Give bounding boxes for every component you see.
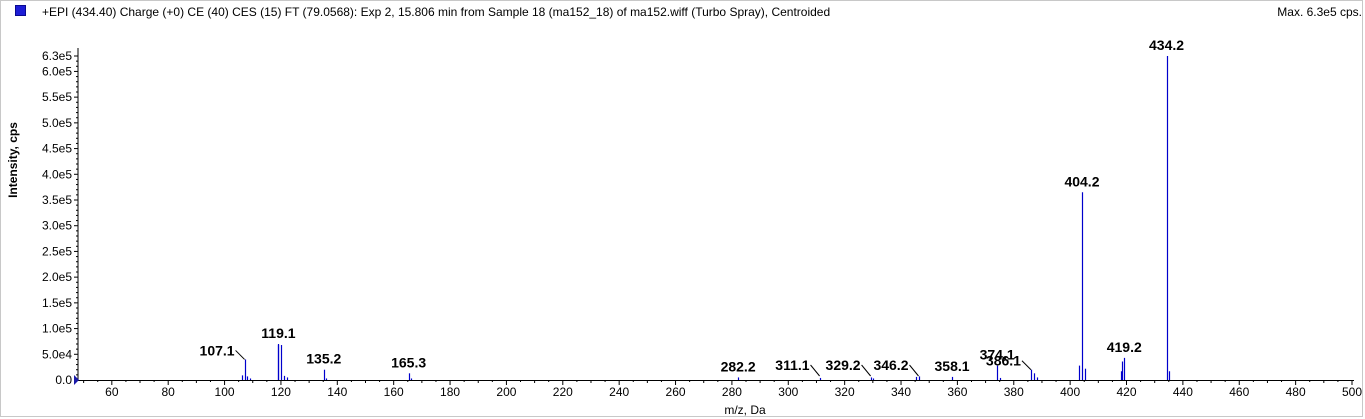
x-tick-label: 80 <box>162 385 176 399</box>
peak-label-leader <box>235 350 245 360</box>
peak-label: 346.2 <box>873 357 908 373</box>
x-tick-label: 340 <box>891 385 911 399</box>
y-tick-label: 1.5e5 <box>42 296 72 310</box>
y-tick-label: 6.0e5 <box>42 64 72 78</box>
x-tick-label: 460 <box>1229 385 1249 399</box>
y-tick-label: 2.0e5 <box>42 270 72 284</box>
x-tick-label: 260 <box>666 385 686 399</box>
x-tick-label: 360 <box>947 385 967 399</box>
peak-label-leader <box>810 364 820 377</box>
y-tick-label: 2.5e5 <box>42 244 72 258</box>
y-tick-label: 4.0e5 <box>42 167 72 181</box>
x-tick-label: 400 <box>1060 385 1080 399</box>
x-tick-label: 160 <box>384 385 404 399</box>
peak-label-leader <box>1021 360 1032 371</box>
y-tick-label: 6.3e5 <box>42 49 72 63</box>
y-tick-label: 5.0e4 <box>42 347 72 361</box>
peak-label: 404.2 <box>1064 173 1099 189</box>
x-tick-label: 440 <box>1173 385 1193 399</box>
y-tick-label: 1.0e5 <box>42 322 72 336</box>
y-tick-label: 3.0e5 <box>42 219 72 233</box>
x-tick-label: 300 <box>778 385 798 399</box>
peak-label: 329.2 <box>826 357 861 373</box>
peak-label: 374.1 <box>980 347 1015 363</box>
x-axis-ticks: 60 80 100 120 140 160 180 200 220 240 260 280 300 320… <box>83 380 1362 399</box>
x-tick-label: 100 <box>215 385 235 399</box>
x-tick-label: 200 <box>496 385 516 399</box>
x-axis-start-marker[interactable] <box>74 375 79 385</box>
y-tick-label: 5.5e5 <box>42 90 72 104</box>
x-tick-label: 380 <box>1004 385 1024 399</box>
x-tick-label: 120 <box>271 385 291 399</box>
peak-label: 358.1 <box>935 358 970 374</box>
peak-label: 311.1 <box>775 357 809 373</box>
x-tick-label: 420 <box>1116 385 1136 399</box>
peak-label: 386.1 <box>986 353 1021 369</box>
y-axis-ticks: 0.0 5.0e4 1.0e5 1.5e5 2.0e5 2.5e5 3.0e5 3.5e5 4.… <box>42 49 78 387</box>
y-tick-label: 5.0e5 <box>42 116 72 130</box>
x-tick-label: 180 <box>440 385 460 399</box>
y-tick-label: 0.0 <box>55 373 72 387</box>
x-tick-label: 480 <box>1286 385 1306 399</box>
peak-label: 119.1 <box>261 325 295 341</box>
peak-label: 434.2 <box>1149 37 1184 53</box>
peak-label: 135.2 <box>306 351 341 367</box>
x-tick-label: 220 <box>553 385 573 399</box>
y-tick-label: 4.5e5 <box>42 142 72 156</box>
peak-labels: 107.1 119.1 135.2 165.3 282.2 311.1 329.2 346.2… <box>200 37 1184 377</box>
peak-label: 282.2 <box>721 358 756 374</box>
peak-label: 419.2 <box>1107 339 1142 355</box>
x-tick-label: 320 <box>835 385 855 399</box>
x-tick-label: 500 <box>1342 385 1362 399</box>
x-axis-label: m/z, Da <box>724 403 766 417</box>
y-tick-label: 3.5e5 <box>42 193 72 207</box>
x-tick-label: 280 <box>722 385 742 399</box>
x-tick-label: 140 <box>327 385 347 399</box>
max-intensity-label: Max. 6.3e5 cps. <box>1277 5 1362 19</box>
peak-label: 107.1 <box>200 342 235 358</box>
x-tick-label: 240 <box>609 385 629 399</box>
peak-label-leader <box>861 364 871 377</box>
series-color-swatch[interactable] <box>15 5 26 16</box>
peak-label-leader <box>909 364 919 377</box>
peak-bars <box>241 56 1171 380</box>
x-tick-label: 60 <box>105 385 119 399</box>
spectrum-title: +EPI (434.40) Charge (+0) CE (40) CES (1… <box>42 5 831 19</box>
peak-label: 165.3 <box>391 354 426 370</box>
chart-header: +EPI (434.40) Charge (+0) CE (40) CES (1… <box>0 0 1365 24</box>
